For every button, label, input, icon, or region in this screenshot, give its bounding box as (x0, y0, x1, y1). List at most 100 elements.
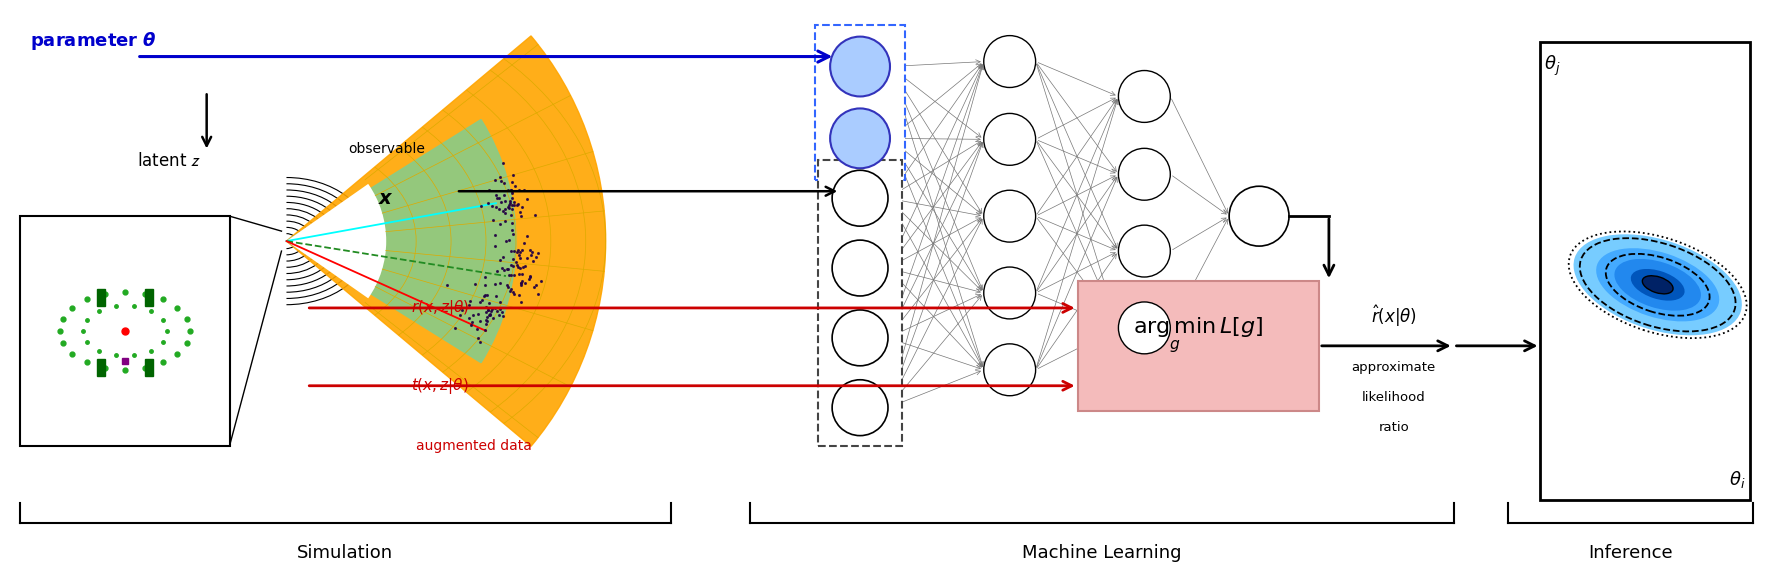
Point (500, 182, 529, 191)
Point (518, 256, 546, 265)
Circle shape (833, 310, 888, 366)
Point (470, 291, 499, 301)
Point (522, 281, 550, 290)
Wedge shape (286, 184, 385, 298)
Point (506, 278, 534, 288)
Circle shape (1229, 186, 1289, 246)
Point (490, 312, 518, 321)
Point (497, 185, 525, 194)
Point (506, 251, 534, 260)
Point (449, 306, 477, 315)
Point (497, 286, 525, 295)
Point (500, 201, 529, 210)
Point (511, 278, 539, 287)
Point (477, 305, 506, 314)
Point (509, 262, 537, 271)
Point (476, 310, 504, 319)
Point (513, 195, 541, 204)
Text: Machine Learning: Machine Learning (1022, 544, 1181, 563)
Point (493, 281, 522, 290)
Point (507, 297, 536, 306)
Text: parameter $\boldsymbol{\theta}$: parameter $\boldsymbol{\theta}$ (30, 29, 157, 52)
Point (523, 248, 552, 258)
Point (472, 316, 500, 325)
Point (509, 239, 537, 248)
Point (493, 282, 522, 291)
Circle shape (983, 36, 1036, 88)
Text: $\theta_i$: $\theta_i$ (1729, 469, 1745, 491)
Point (488, 177, 516, 186)
Text: Inference: Inference (1588, 544, 1673, 563)
Point (446, 311, 474, 320)
Point (490, 207, 518, 216)
Point (495, 197, 523, 206)
Point (506, 247, 534, 256)
Point (484, 204, 513, 213)
Point (499, 194, 527, 203)
Point (476, 311, 504, 320)
Point (474, 198, 502, 207)
Point (493, 264, 522, 273)
Point (495, 200, 523, 209)
Wedge shape (286, 119, 516, 363)
Point (502, 247, 530, 256)
Point (507, 212, 536, 221)
Point (486, 298, 514, 307)
Point (467, 202, 495, 211)
Point (472, 319, 500, 328)
Point (490, 265, 518, 275)
Point (527, 276, 555, 285)
Point (484, 193, 513, 202)
Point (479, 313, 507, 322)
Point (486, 219, 514, 228)
Point (522, 252, 550, 261)
Point (497, 210, 525, 219)
Point (486, 172, 514, 181)
Circle shape (983, 344, 1036, 396)
Bar (1540, 41, 1750, 500)
Point (483, 267, 511, 276)
Point (481, 175, 509, 185)
Ellipse shape (1574, 234, 1741, 335)
Point (497, 285, 525, 294)
Point (495, 204, 523, 213)
Point (492, 237, 520, 246)
Point (467, 337, 495, 346)
Point (492, 197, 520, 206)
Point (476, 306, 504, 315)
Point (507, 269, 536, 278)
Point (506, 290, 534, 299)
Point (495, 271, 523, 280)
Point (499, 255, 527, 264)
Point (500, 289, 529, 298)
Circle shape (833, 380, 888, 436)
Point (514, 275, 543, 284)
Point (522, 211, 550, 220)
Point (490, 253, 518, 262)
Point (497, 225, 525, 234)
Point (490, 179, 518, 188)
Point (499, 200, 527, 209)
Circle shape (833, 170, 888, 226)
Bar (819, 160, 902, 445)
Point (481, 291, 509, 301)
Point (497, 199, 525, 208)
Point (504, 261, 532, 270)
Point (493, 202, 522, 211)
Point (476, 185, 504, 194)
Circle shape (1119, 148, 1170, 200)
Point (472, 303, 500, 312)
Point (500, 247, 529, 256)
Point (500, 270, 529, 279)
Point (497, 261, 525, 270)
Point (474, 305, 502, 314)
Bar (815, 25, 905, 180)
Point (507, 278, 536, 288)
Point (472, 291, 500, 300)
Point (454, 301, 483, 310)
Circle shape (983, 190, 1036, 242)
Bar (97, 359, 104, 376)
Point (499, 177, 527, 186)
Point (506, 269, 534, 278)
Point (469, 295, 497, 304)
